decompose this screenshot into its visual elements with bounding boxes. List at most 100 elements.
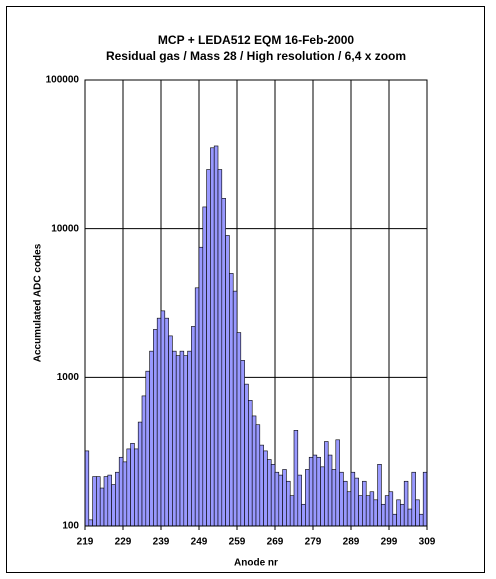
bar [377,464,382,527]
bar [289,495,295,527]
bar [301,503,306,527]
bar [107,474,112,527]
bar [111,484,116,527]
bar [153,329,158,527]
bar [122,461,128,527]
bar [392,513,397,527]
bar [388,491,394,527]
bar [213,145,219,527]
bar [156,317,162,527]
bar [217,169,223,527]
bar [286,480,291,527]
bar [175,355,181,527]
bar [316,456,321,527]
bar [411,471,416,527]
bar [335,439,340,527]
x-axis-label: Anode nr [234,558,278,569]
x-tick-label: 269 [267,537,284,548]
bar [403,480,409,527]
bar [327,454,333,527]
bar [362,480,367,527]
x-tick-label: 249 [191,537,208,548]
bar [240,360,245,527]
bar [202,206,207,527]
bar [422,471,428,527]
bar [225,235,230,527]
bar [415,499,420,527]
bar [396,499,401,527]
bar [354,477,359,527]
y-axis-label: Accumulated ADC codes [33,243,44,362]
bar [229,273,234,527]
bar [103,476,109,527]
bar [248,400,253,527]
bar [331,469,337,527]
bar [194,287,200,527]
bar [179,350,185,527]
bar [365,495,371,527]
bar [293,430,299,527]
bar [350,471,356,527]
bar [251,415,257,527]
bar [172,350,177,527]
bar [407,508,413,527]
bar [118,456,124,527]
y-tick-label: 1000 [57,372,80,383]
bar [183,355,188,527]
bar [126,448,131,527]
bar [164,317,169,527]
bar [263,450,268,527]
bar [282,469,287,527]
bar [259,444,264,527]
bar [308,456,314,527]
bar [168,335,173,527]
bar [141,395,147,527]
bar [384,495,390,527]
x-tick-label: 289 [343,537,360,548]
bar [232,290,238,527]
bar [134,448,139,527]
bar [88,519,93,527]
bar [346,491,352,527]
bar [305,469,310,527]
chart-title: MCP + LEDA512 EQM 16-Feb-2000 [158,33,355,47]
x-tick-label: 279 [305,537,322,548]
bar [358,495,363,527]
bar [369,491,375,527]
bar [400,503,405,527]
bar [419,513,424,527]
bar [187,350,192,527]
bar [92,476,97,527]
x-tick-label: 299 [381,537,398,548]
bar [115,471,120,527]
x-tick-label: 219 [77,537,94,548]
bar [130,442,135,527]
bar [210,147,215,527]
y-tick-label: 100 [62,521,79,532]
y-tick-label: 100000 [46,75,80,86]
bar [320,466,325,527]
bar [149,350,154,527]
bar [312,454,318,527]
plot-border [84,79,428,527]
x-tick-label: 229 [115,537,132,548]
bar [278,474,283,527]
bar [339,471,344,527]
bar [221,198,226,527]
bar [99,487,105,527]
bar [270,464,276,527]
bar [198,246,204,527]
bar [96,476,101,527]
bar [236,332,242,527]
bar [297,474,302,527]
bar [381,503,386,527]
x-tick-label: 239 [153,537,170,548]
bar [343,480,348,527]
x-tick-label: 309 [419,537,436,548]
bar [84,450,90,527]
bar [244,383,249,527]
bar [160,310,166,527]
bar [324,441,329,527]
bar [274,471,280,527]
